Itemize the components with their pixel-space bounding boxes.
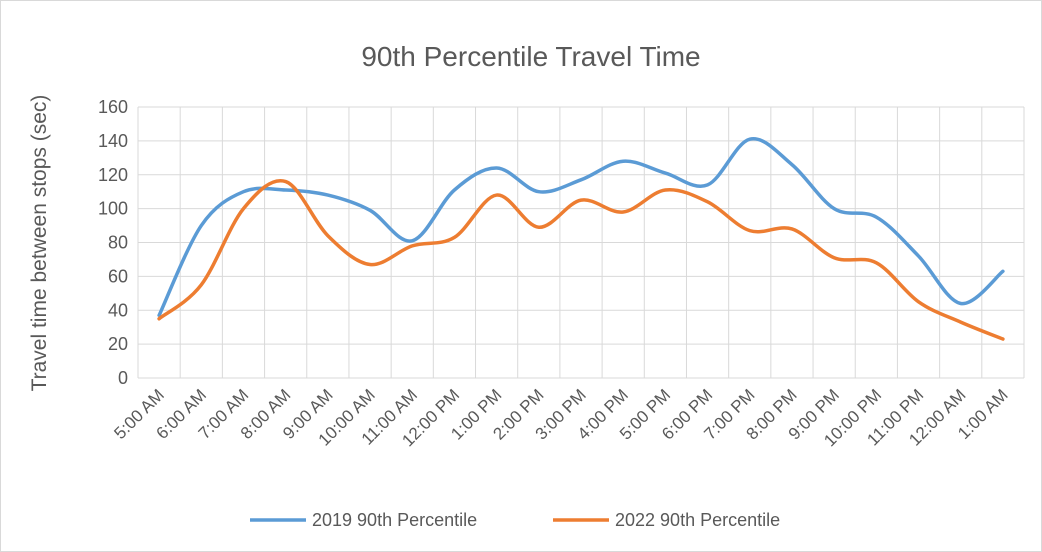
chart-title: 90th Percentile Travel Time — [361, 41, 700, 72]
legend-label: 2022 90th Percentile — [615, 510, 780, 530]
y-tick-label: 100 — [98, 199, 128, 219]
y-tick-label: 160 — [98, 97, 128, 117]
series-line — [157, 178, 1005, 341]
y-tick-label: 0 — [118, 368, 128, 388]
y-tick-label: 60 — [108, 266, 128, 286]
y-tick-label: 40 — [108, 300, 128, 320]
y-tick-label: 20 — [108, 334, 128, 354]
y-axis-label: Travel time between stops (sec) — [28, 95, 51, 392]
y-tick-label: 80 — [108, 233, 128, 253]
legend-label: 2019 90th Percentile — [312, 510, 477, 530]
y-tick-label: 120 — [98, 165, 128, 185]
series-line — [157, 137, 1005, 318]
y-tick-label: 140 — [98, 131, 128, 151]
